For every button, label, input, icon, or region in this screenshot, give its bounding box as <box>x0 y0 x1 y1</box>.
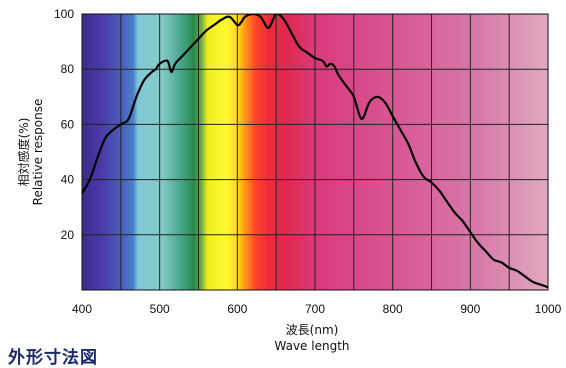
x-tick-label: 700 <box>305 302 325 316</box>
y-axis-label: 相対感度(%) <box>16 118 31 187</box>
x-tick-label: 1000 <box>535 302 562 316</box>
x-tick-label: 400 <box>72 302 92 316</box>
x-tick-label: 600 <box>227 302 247 316</box>
y-tick-label: 60 <box>61 117 75 131</box>
y-tick-label: 80 <box>61 62 75 76</box>
series-line <box>82 14 548 289</box>
y-tick-label: 20 <box>61 228 75 242</box>
x-tick-label: 900 <box>460 302 480 316</box>
spectral-response-chart: 20 40 60 80 100 400 500 600 700 800 900 1000 相対感度(… <box>16 7 562 353</box>
y-tick-label: 100 <box>54 7 74 21</box>
plot-frame <box>81 13 549 291</box>
x-axis-ticks: 400 500 600 700 800 900 1000 <box>72 302 562 316</box>
y-axis-label-en: Relative response <box>31 99 45 206</box>
y-tick-label: 40 <box>61 173 75 187</box>
x-tick-label: 800 <box>383 302 403 316</box>
x-axis-label-en: Wave length <box>275 339 350 353</box>
grid-lines <box>82 14 548 290</box>
x-tick-label: 500 <box>150 302 170 316</box>
x-axis-label: 波長(nm) <box>286 323 339 337</box>
section-heading: 外形寸法図 <box>8 348 98 368</box>
y-axis-ticks: 20 40 60 80 100 <box>54 7 74 242</box>
